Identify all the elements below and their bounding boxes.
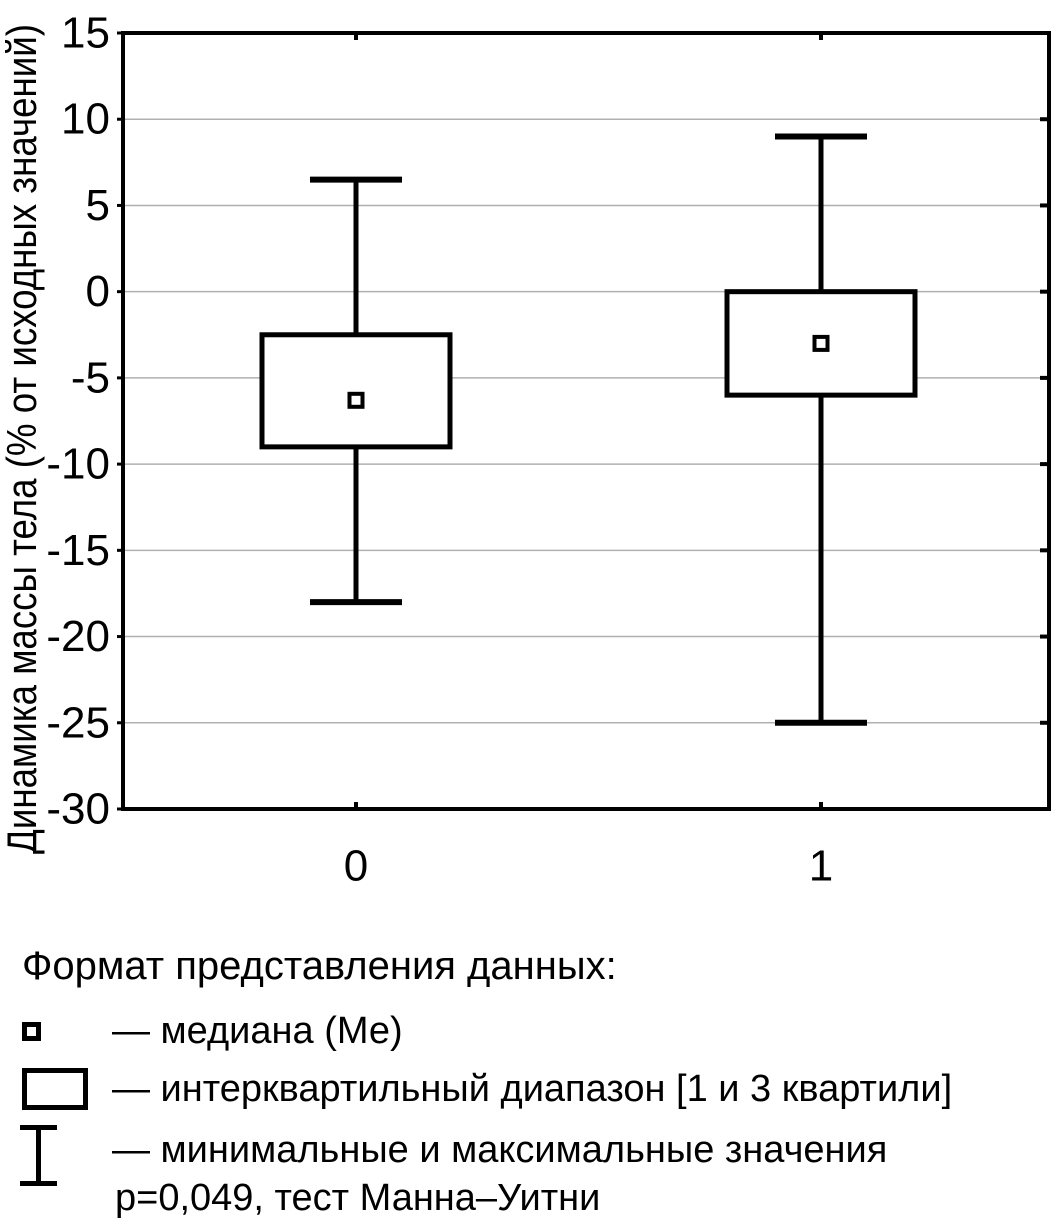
y-tick-label: -5: [71, 353, 110, 402]
p-value-note: p=0,049, тест Манна–Уитни: [115, 1177, 601, 1219]
median-marker: [347, 391, 365, 409]
whisker-bottom-cap: [20, 1181, 57, 1186]
iqr-box: [259, 332, 453, 450]
y-tick-label: -15: [46, 526, 110, 575]
interquartile-box-icon: [22, 1068, 88, 1110]
y-tick-label: -10: [46, 440, 110, 489]
legend-header: Формат представления данных:: [22, 944, 617, 988]
y-tick-label: 15: [61, 9, 110, 58]
x-tick-label: 0: [344, 842, 368, 891]
y-tick-label: -20: [46, 612, 110, 661]
min-max-whisker-icon: [20, 1125, 57, 1186]
median-marker: [812, 334, 830, 352]
legend-label-iqr: — интерквартильный диапазон [1 и 3 кварт…: [112, 1068, 953, 1110]
legend-label-minmax: — минимальные и максимальные значения: [112, 1129, 888, 1171]
boxplot-chart: 15 10 5 0 -5 -10 -15 -20 -25 -30 0 1 Динамика массы …: [0, 9, 1051, 891]
y-tick-label: -25: [46, 698, 110, 747]
whisker-line: [36, 1125, 41, 1186]
median-marker-icon: [22, 1022, 41, 1041]
y-tick-label: -30: [46, 785, 110, 834]
plot-border: [121, 31, 1051, 811]
legend-label-median: — медиана (Ме): [112, 1010, 403, 1052]
y-tick-label: 0: [86, 267, 110, 316]
y-tick-label: 5: [86, 181, 110, 230]
y-tick-label: 10: [61, 95, 110, 144]
y-axis-title: Динамика массы тела (% от исходных значе…: [0, 24, 45, 854]
x-tick-label: 1: [809, 842, 833, 891]
